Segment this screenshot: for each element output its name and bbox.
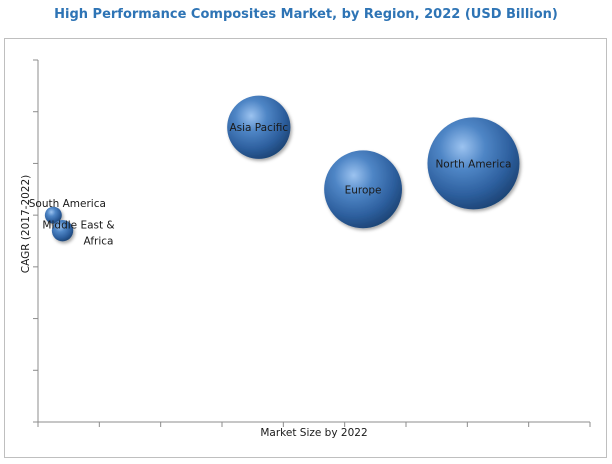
bubbles-group: North America Europe Asia Pacific South Ame… (29, 95, 520, 248)
chart-title: High Performance Composites Market, by R… (54, 7, 558, 22)
bubble-europe (324, 150, 402, 229)
bubble-label: Middle East & Africa (42, 220, 114, 248)
axis-ticks (33, 59, 591, 427)
bubble-middle-east (51, 219, 74, 242)
bubble-label: Asia Pacific (229, 122, 288, 134)
bubble-label: Europe (345, 184, 382, 196)
bubble-label: North America (435, 158, 511, 170)
bubble-asia-pacific (227, 95, 291, 159)
y-axis-label: CAGR (2017-2022) (20, 175, 32, 274)
bubble-north-america (427, 117, 520, 210)
x-axis-label: Market Size by 2022 (260, 427, 367, 439)
bubble-south-america (44, 206, 62, 224)
chart-frame (4, 38, 607, 458)
bubble-label: South America (29, 198, 106, 210)
